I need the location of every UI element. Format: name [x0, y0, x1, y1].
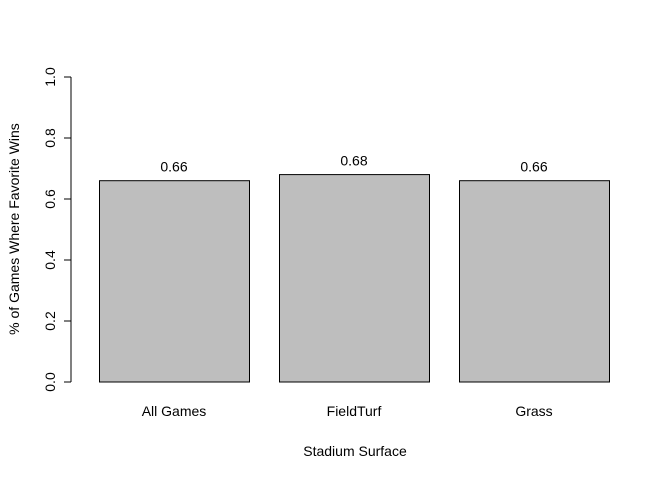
- y-tick-label: 1.0: [42, 67, 58, 87]
- x-tick-label: FieldTurf: [327, 403, 382, 419]
- x-tick-labels-group: All Games FieldTurf Grass: [142, 403, 553, 419]
- y-axis: 0.0 0.2 0.4 0.6 0.8 1.0: [42, 67, 72, 392]
- y-tick-label: 0.4: [42, 250, 58, 270]
- y-tick-label: 0.6: [42, 189, 58, 209]
- x-tick-label: Grass: [515, 403, 552, 419]
- data-labels-group: 0.66 0.68 0.66: [160, 153, 547, 175]
- bar: [459, 180, 610, 383]
- bar: [99, 180, 250, 383]
- bar: [279, 174, 430, 383]
- bar-value-label: 0.66: [520, 159, 547, 175]
- y-tick-label: 0.2: [42, 311, 58, 331]
- y-tick-label: 0.0: [42, 372, 58, 392]
- x-tick-label: All Games: [142, 403, 207, 419]
- bars-group: [99, 174, 610, 383]
- x-axis-title: Stadium Surface: [303, 443, 407, 459]
- bar-value-label: 0.66: [160, 159, 187, 175]
- y-tick-label: 0.8: [42, 128, 58, 148]
- bar-value-label: 0.68: [340, 153, 367, 169]
- y-axis-title: % of Games Where Favorite Wins: [6, 123, 22, 335]
